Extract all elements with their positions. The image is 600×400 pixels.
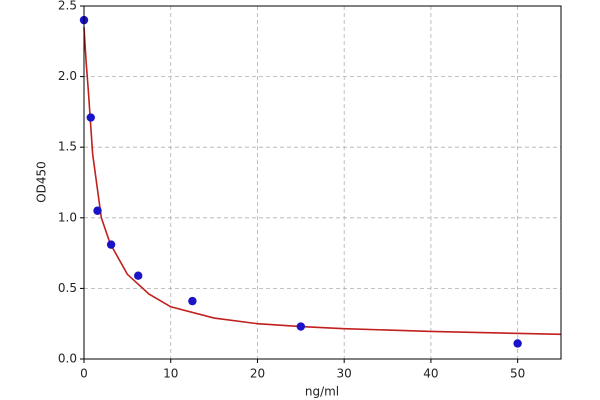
data-point (188, 296, 197, 306)
y-tick-label: 0.5 (58, 281, 77, 295)
x-tick-label: 50 (510, 367, 525, 381)
x-tick-label: 0 (80, 367, 88, 381)
y-tick-label: 2.0 (58, 69, 77, 83)
x-tick-label: 20 (250, 367, 265, 381)
data-point (106, 240, 116, 249)
x-tick-label: 10 (163, 367, 178, 381)
data-point (296, 322, 306, 331)
plot-frame (83, 5, 562, 360)
x-tick-label: 40 (423, 367, 438, 381)
y-tick-label: 0.0 (58, 352, 77, 366)
y-tick-label: 2.5 (58, 0, 77, 13)
plot-area (84, 6, 561, 359)
x-axis-label: ng/ml (305, 385, 339, 399)
data-point (86, 113, 95, 122)
y-axis-label: OD450 (35, 161, 49, 203)
y-tick-label: 1.5 (58, 140, 77, 154)
y-tick-label: 1.0 (58, 210, 77, 224)
data-point (513, 339, 522, 348)
data-point (93, 206, 102, 215)
data-point (134, 271, 143, 280)
fit-curve (83, 27, 562, 336)
x-tick-label: 30 (337, 367, 352, 381)
